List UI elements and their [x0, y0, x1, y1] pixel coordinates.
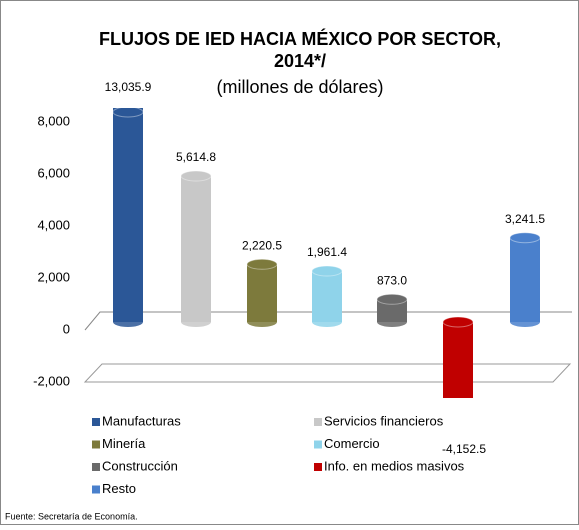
legend-swatch: [92, 463, 100, 471]
bar: [247, 264, 277, 322]
chart-title: FLUJOS DE IED HACIA MÉXICO POR SECTOR, 20…: [99, 28, 501, 71]
legend-label: Minería: [102, 436, 146, 451]
legend-swatch: [314, 463, 322, 471]
bar: [181, 176, 211, 322]
legend-label: Info. en medios masivos: [324, 458, 465, 473]
bar-top: [180, 170, 212, 182]
legend-label: Resto: [102, 481, 136, 496]
bar: [443, 322, 473, 398]
value-label: 3,241.5: [505, 212, 545, 226]
legend-label: Servicios financieros: [324, 413, 444, 428]
bar-top: [112, 108, 144, 118]
legend-label: Manufacturas: [102, 413, 181, 428]
legend-swatch: [92, 418, 100, 426]
y-tick-label: 2,000: [37, 269, 70, 284]
legend-label: Construcción: [102, 458, 178, 473]
value-label: -4,152.5: [442, 442, 486, 456]
bars: [112, 108, 541, 398]
bar: [312, 271, 342, 322]
value-label: 13,035.9: [105, 80, 152, 94]
bar-top: [442, 316, 474, 328]
y-tick-label: 8,000: [37, 113, 70, 128]
legend-swatch: [92, 485, 100, 494]
bar-top: [509, 232, 541, 244]
bar: [510, 237, 540, 322]
legend-swatch: [92, 440, 100, 449]
y-tick-label: 0: [63, 321, 70, 336]
y-tick-label: 6,000: [37, 165, 70, 180]
bar-top: [246, 258, 278, 270]
value-label: 5,614.8: [176, 150, 216, 164]
source: Fuente: Secretaría de Economía.: [5, 511, 138, 521]
y-tick-label: 4,000: [37, 217, 70, 232]
bar-top: [376, 293, 408, 305]
legend-swatch: [314, 418, 322, 426]
y-tick-label: -2,000: [33, 373, 70, 388]
value-label: 1,961.4: [307, 245, 347, 259]
chart-subtitle: (millones de dólares): [216, 77, 383, 97]
value-label: 873.0: [377, 273, 407, 287]
bar: [377, 299, 407, 322]
value-label: 2,220.5: [242, 238, 282, 252]
bar-top: [311, 265, 343, 277]
legend-label: Comercio: [324, 436, 380, 451]
legend-swatch: [314, 440, 322, 449]
bar: [113, 108, 143, 323]
floor: [83, 363, 572, 383]
zero-plane: [84, 311, 572, 331]
